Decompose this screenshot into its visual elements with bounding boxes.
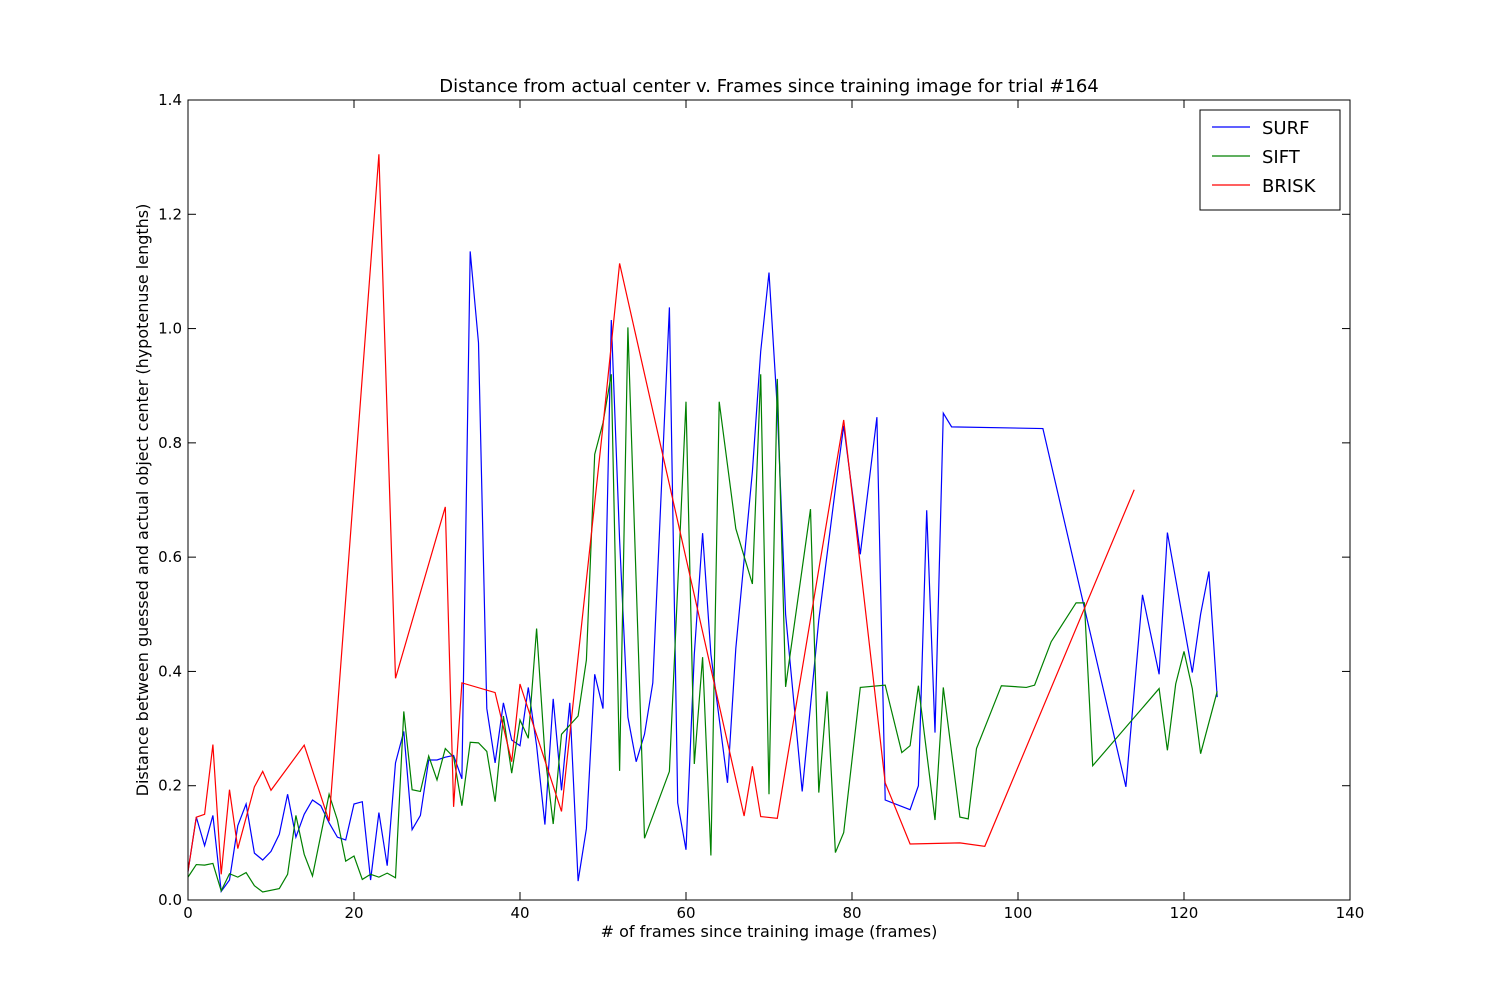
x-tick-label: 100	[1004, 904, 1033, 922]
y-tick-label: 0.0	[158, 891, 182, 909]
x-tick-label: 140	[1336, 904, 1365, 922]
x-tick-label: 80	[842, 904, 861, 922]
x-tick-label: 60	[676, 904, 695, 922]
y-tick-label: 0.6	[158, 548, 182, 566]
y-tick-label: 0.4	[158, 662, 182, 680]
plot-frame	[187, 99, 1351, 901]
chart-title: Distance from actual center v. Frames si…	[439, 76, 1099, 97]
y-tick-label: 1.2	[158, 205, 182, 223]
y-axis-label: Distance between guessed and actual obje…	[133, 204, 152, 797]
legend-label: SIFT	[1262, 147, 1301, 168]
x-tick-label: 20	[344, 904, 363, 922]
y-tick-label: 0.2	[158, 777, 182, 795]
x-tick-label: 0	[183, 904, 193, 922]
data-line	[187, 251, 1218, 894]
data-line	[187, 327, 1218, 893]
legend-label: BRISK	[1262, 176, 1317, 197]
y-tick-label: 1.4	[158, 91, 182, 109]
x-axis-label: # of frames since training image (frames…	[601, 922, 938, 941]
x-tick-label: 120	[1170, 904, 1199, 922]
data-line	[187, 154, 1135, 875]
x-tick-label: 40	[510, 904, 529, 922]
legend-label: SURF	[1262, 118, 1309, 139]
y-tick-label: 0.8	[158, 434, 182, 452]
y-tick-label: 1.0	[158, 320, 182, 338]
